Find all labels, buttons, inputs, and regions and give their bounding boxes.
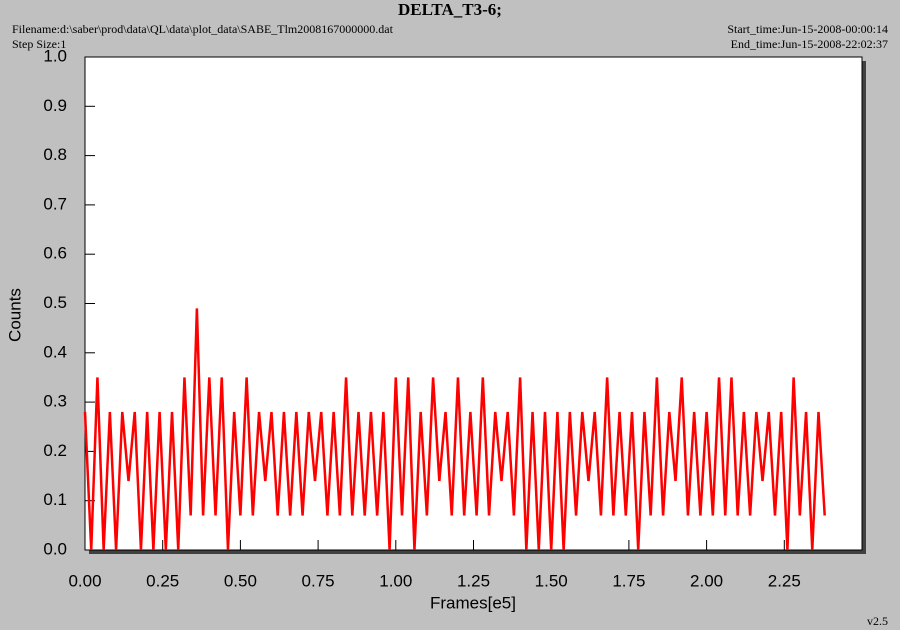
y-axis-label: Counts [5,288,24,342]
y-tick-label: 0.5 [43,293,67,312]
y-tick-label: 0.7 [43,194,67,213]
x-tick-label: 1.00 [379,571,412,590]
x-tick-label: 0.50 [224,571,257,590]
y-tick-label: 1.0 [43,46,67,65]
y-tick-label: 0.0 [43,539,67,558]
y-tick-label: 0.8 [43,145,67,164]
x-tick-label: 1.75 [612,571,645,590]
y-tick-label: 0.2 [43,441,67,460]
x-tick-label: 0.75 [302,571,335,590]
start-time: Start_time:Jun-15-2008-00:00:14 [727,22,888,36]
end-time: End_time:Jun-15-2008-22:02:37 [731,37,888,51]
x-tick-label: 2.25 [768,571,801,590]
x-tick-label: 1.50 [535,571,568,590]
y-tick-label: 0.9 [43,96,67,115]
x-tick-label: 1.25 [457,571,490,590]
chart-title: DELTA_T3-6; [398,0,502,19]
data-line [83,308,826,551]
filename: Filename:d:\saber\prod\data\QL\data\plot… [12,22,394,36]
y-tick-label: 0.1 [43,490,67,509]
y-tick-label: 0.3 [43,392,67,411]
x-tick-label: 0.00 [68,571,101,590]
version: v2.5 [867,614,888,628]
y-tick-label: 0.4 [43,342,67,361]
x-tick-label: 0.25 [146,571,179,590]
step-size: Step Size:1 [12,37,66,51]
x-tick-label: 2.00 [690,571,723,590]
x-axis-label: Frames[e5] [430,593,516,612]
y-tick-label: 0.6 [43,244,67,263]
